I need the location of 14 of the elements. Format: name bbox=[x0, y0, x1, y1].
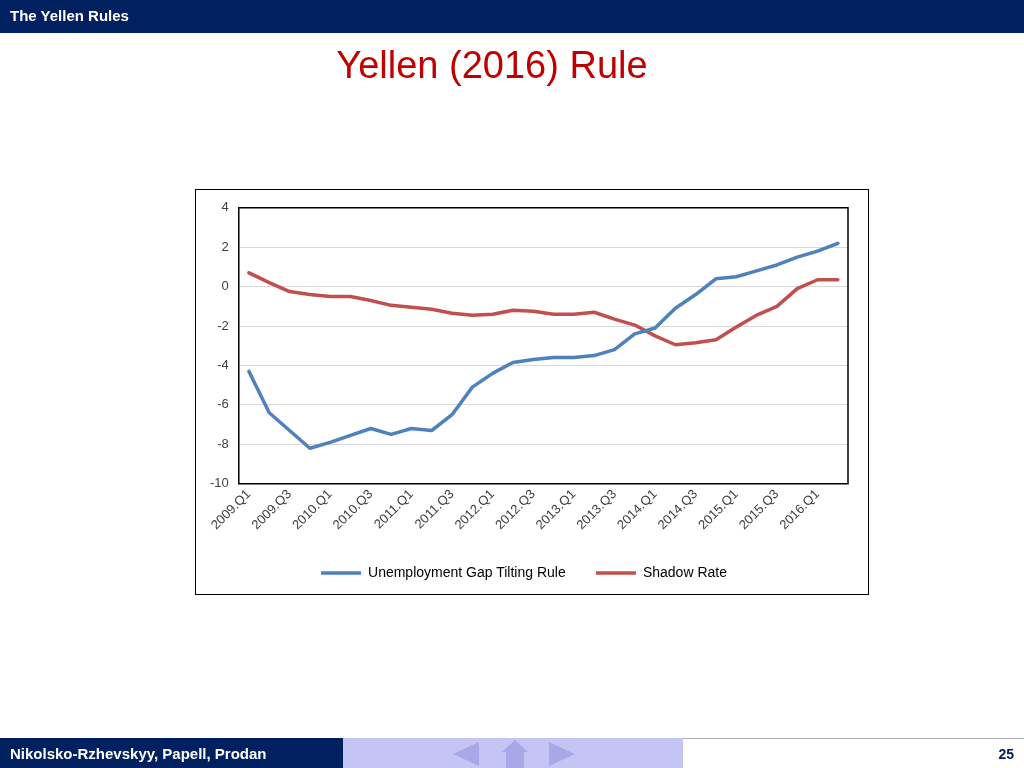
text: Nikolsko-Rzhevskyy, Papell, Prodan bbox=[10, 745, 267, 762]
y-tick-label: -10 bbox=[209, 475, 229, 491]
legend-label: Shadow Rate bbox=[642, 563, 728, 580]
y-tick-label: -6 bbox=[217, 396, 229, 412]
y-tick-label: -8 bbox=[217, 435, 229, 451]
y-tick-label: 2 bbox=[221, 238, 229, 254]
text: 25 bbox=[998, 746, 1014, 762]
y-tick-label: 0 bbox=[221, 278, 229, 294]
text: The Yellen Rules bbox=[10, 7, 129, 24]
y-tick-label: 4 bbox=[221, 199, 229, 215]
y-tick-label: -4 bbox=[217, 357, 229, 373]
y-tick-label: -2 bbox=[217, 317, 229, 333]
chart-title: Yellen (2016) Rule bbox=[335, 44, 649, 87]
legend-label: Unemployment Gap Tilting Rule bbox=[368, 563, 566, 580]
